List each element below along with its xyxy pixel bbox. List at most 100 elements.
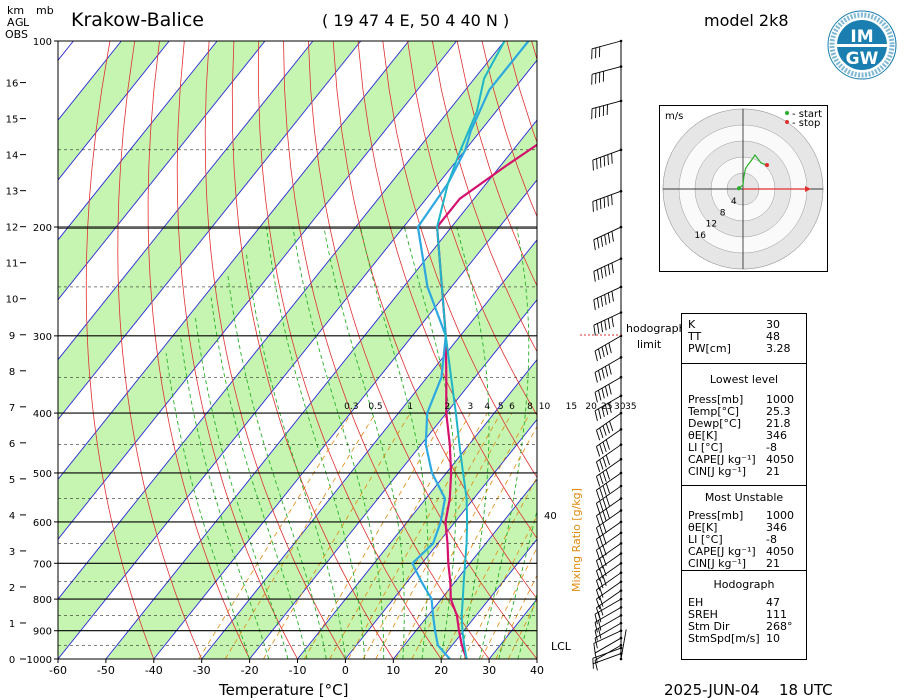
wind-barb-feather: [599, 459, 604, 470]
station-title: Krakow-Balice: [71, 9, 204, 31]
wind-barb-feather: [599, 568, 604, 579]
mixing-ratio-tick-label: 0.3: [344, 402, 358, 412]
wind-barb-feather: [605, 469, 610, 480]
wind-barb-feather: [594, 350, 598, 362]
wind-barb-staff: [591, 100, 622, 110]
wind-barb-feather: [602, 545, 607, 556]
lowest-level-value: 1000: [766, 393, 794, 406]
isotherm-line: [58, 41, 170, 181]
isotherm-line: [105, 119, 537, 659]
wind-barb-feather: [595, 549, 601, 561]
wind-barb-feather: [611, 291, 614, 302]
height-tick-label: 1: [9, 619, 15, 630]
wind-barb-feather: [601, 346, 605, 358]
wind-barb-feather: [602, 457, 607, 468]
wind-barb-feather: [598, 620, 602, 631]
wind-barb-staff: [596, 444, 622, 463]
wind-barb-feather: [596, 158, 598, 170]
wind-barb-feather: [608, 364, 612, 375]
wind-barb-feather: [598, 370, 602, 381]
hodograph-start-label: - start: [792, 109, 822, 120]
wind-barb-feather: [592, 658, 594, 669]
hodograph-stats-title: Hodograph: [713, 578, 775, 591]
pressure-tick-label: 100: [33, 37, 52, 48]
wind-barb-feather: [605, 439, 610, 450]
x-tick-label: -10: [289, 664, 307, 677]
logo-top-text: IM: [850, 27, 873, 47]
wind-barb-staff: [596, 543, 622, 561]
wind-barb-staff: [591, 66, 622, 75]
isotherm-line: [345, 418, 537, 659]
x-tick-label: 40: [530, 664, 544, 677]
wind-barb-feather: [599, 547, 604, 558]
wind-barb-feather: [611, 316, 614, 328]
most-unstable-title: Most Unstable: [704, 491, 784, 504]
mixing-ratio-tick-label: 5: [498, 402, 504, 412]
wind-barb-feather: [602, 555, 607, 567]
height-tick-label: 13: [6, 187, 19, 198]
imgw-logo: IM GW: [827, 10, 897, 80]
wind-barb-feather: [604, 234, 607, 246]
wind-barb-feather: [595, 490, 601, 501]
hodograph-limit-label-1: hodograph: [626, 322, 686, 335]
wind-barb-feather: [595, 430, 601, 441]
height-tick-label: 6: [9, 439, 15, 450]
lowest-level-key: Press[mb]: [688, 393, 744, 406]
most-unstable-value: 21: [766, 557, 780, 570]
hodograph-stat-key: SREH: [688, 608, 718, 621]
wind-barb-staff: [596, 521, 622, 540]
model-label: model 2k8: [704, 11, 789, 30]
pressure-tick-label: 1000: [27, 655, 52, 666]
hodograph-unit: m/s: [665, 111, 683, 122]
wind-barb-feather: [607, 195, 609, 207]
x-tick-label: -20: [241, 664, 259, 677]
lowest-level-value: -8: [766, 441, 777, 454]
moist-adiabat: [245, 252, 346, 659]
wind-barb-feather: [607, 292, 611, 304]
wind-barb-feather: [604, 320, 607, 331]
stats-panel: K 30 TT 48 PW[cm] 3.28 Lowest level Press[mb]…: [681, 313, 807, 660]
wind-barb-feather: [599, 500, 604, 512]
x-tick-label: 20: [434, 664, 448, 677]
km-axis-label: km: [7, 4, 25, 17]
wind-barb-staff: [593, 312, 622, 326]
pressure-tick-label: 500: [33, 469, 52, 480]
wind-barb-feather: [595, 598, 601, 610]
hodograph-stop-label: - stop: [792, 118, 820, 129]
wind-barb-feather: [602, 485, 607, 496]
wind-barb-feather: [607, 264, 611, 275]
mixing-ratio-tick-label: 10: [539, 402, 551, 412]
parcel-line: [436, 41, 506, 659]
wind-barb-staff: [596, 498, 622, 517]
wind-barb-feather: [595, 538, 601, 550]
wind-barb-feather: [604, 366, 609, 377]
wind-barb-staff: [594, 395, 622, 412]
x-tick-label: 30: [482, 664, 496, 677]
wind-barb-feather: [599, 513, 604, 524]
x-tick-label: -40: [145, 664, 163, 677]
mixing-ratio-tick-label: 1: [407, 402, 413, 412]
wind-barb-staff: [594, 598, 622, 615]
wind-barb-feather: [603, 155, 606, 167]
wind-barb-feather: [600, 321, 604, 333]
most-unstable-key: CAPE[J kg⁻¹]: [688, 545, 756, 558]
isotherm-line: [58, 41, 218, 241]
wind-barb-feather: [599, 198, 602, 210]
wind-barb-staff: [596, 485, 622, 504]
wind-barb-feather: [595, 461, 601, 472]
wind-barb-staff: [596, 553, 622, 572]
moist-adiabat: [265, 226, 366, 659]
wind-barb-feather: [605, 496, 610, 507]
mixing-ratio-tick-label: 4: [484, 402, 490, 412]
obs-label: OBS: [5, 28, 28, 41]
height-tick-label: 12: [6, 223, 19, 234]
axes: -60 -50 -40 -30 -20 -10 0 10 20 30 401002003004005…: [6, 37, 544, 677]
x-tick-label: 0: [342, 664, 349, 677]
agl-label-l: L: [23, 16, 30, 29]
pressure-tick-label: 200: [33, 223, 52, 234]
stop-marker-icon: [785, 120, 789, 124]
x-tick-label: -30: [193, 664, 211, 677]
isotherm-line: [58, 41, 266, 301]
storm-motion-arrowhead: [805, 186, 811, 192]
mixing-ratio-40-label: 40: [544, 511, 557, 522]
